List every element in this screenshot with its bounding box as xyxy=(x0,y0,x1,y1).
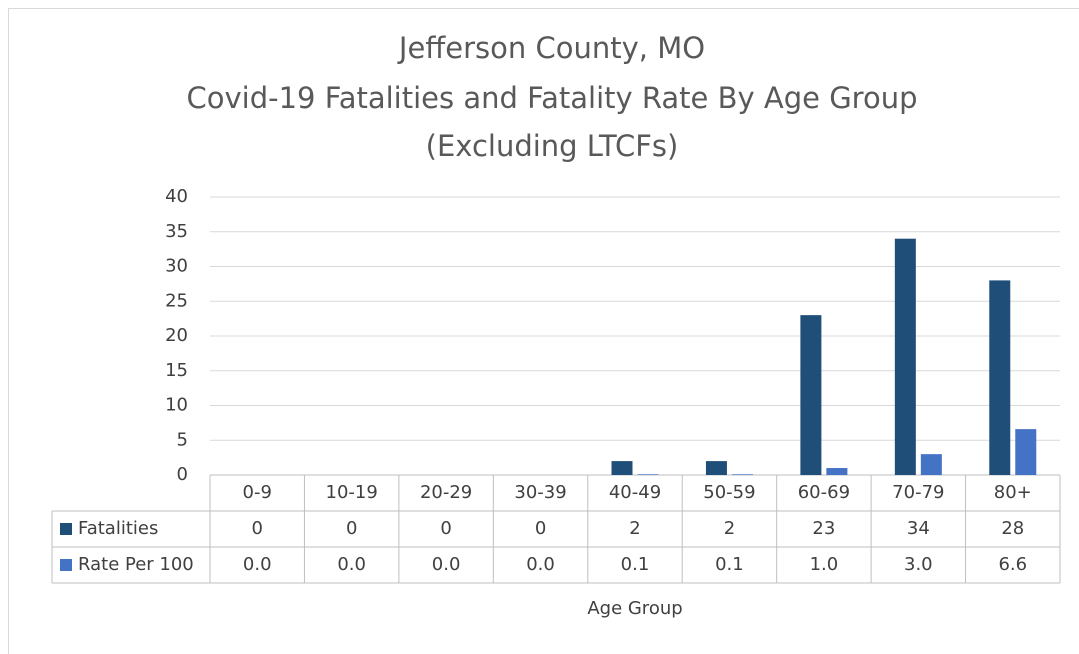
y-tick-label: 35 xyxy=(165,221,188,242)
bar xyxy=(894,238,916,475)
table-value: 34 xyxy=(907,518,930,539)
y-tick-label: 40 xyxy=(165,186,188,207)
table-value: 0.0 xyxy=(243,554,272,575)
table-value: 2 xyxy=(724,518,735,539)
x-tick-label: 30-39 xyxy=(514,482,566,503)
legend-swatch xyxy=(60,523,72,535)
chart-title: (Excluding LTCFs) xyxy=(426,129,679,163)
bar xyxy=(800,315,822,475)
legend-label: Rate Per 100 xyxy=(78,554,194,575)
x-tick-label: 60-69 xyxy=(798,482,850,503)
chart-title: Jefferson County, MO xyxy=(397,31,705,65)
table-value: 0 xyxy=(251,518,262,539)
bar xyxy=(637,474,659,475)
y-tick-label: 5 xyxy=(177,429,188,450)
table-value: 2 xyxy=(629,518,640,539)
bar xyxy=(731,474,753,475)
bar xyxy=(705,461,727,475)
y-tick-label: 15 xyxy=(165,360,188,381)
x-tick-label: 40-49 xyxy=(609,482,661,503)
x-tick-label: 10-19 xyxy=(326,482,378,503)
table-value: 0 xyxy=(535,518,546,539)
y-tick-label: 0 xyxy=(177,464,188,485)
table-value: 6.6 xyxy=(998,554,1027,575)
table-value: 0 xyxy=(346,518,357,539)
x-axis-label: Age Group xyxy=(587,598,682,619)
bar xyxy=(611,461,633,475)
chart-title: Covid-19 Fatalities and Fatality Rate By… xyxy=(186,81,917,115)
y-tick-label: 20 xyxy=(165,325,188,346)
table-value: 0.1 xyxy=(715,554,744,575)
y-tick-label: 25 xyxy=(165,290,188,311)
y-tick-label: 30 xyxy=(165,256,188,277)
legend-swatch xyxy=(60,559,72,571)
table-value: 3.0 xyxy=(904,554,933,575)
x-tick-label: 20-29 xyxy=(420,482,472,503)
bar xyxy=(920,454,942,475)
x-tick-label: 70-79 xyxy=(892,482,944,503)
table-value: 1.0 xyxy=(810,554,839,575)
table-value: 0 xyxy=(440,518,451,539)
table-value: 23 xyxy=(812,518,835,539)
bar xyxy=(826,468,848,475)
x-tick-label: 50-59 xyxy=(703,482,755,503)
table-value: 28 xyxy=(1001,518,1024,539)
table-value: 0.0 xyxy=(526,554,555,575)
x-tick-label: 0-9 xyxy=(243,482,272,503)
legend-label: Fatalities xyxy=(78,518,158,539)
y-tick-label: 10 xyxy=(165,395,188,416)
table-value: 0.1 xyxy=(621,554,650,575)
table-value: 0.0 xyxy=(432,554,461,575)
x-tick-label: 80+ xyxy=(994,482,1032,503)
bar xyxy=(1015,429,1037,475)
table-value: 0.0 xyxy=(337,554,366,575)
bar xyxy=(989,280,1011,475)
